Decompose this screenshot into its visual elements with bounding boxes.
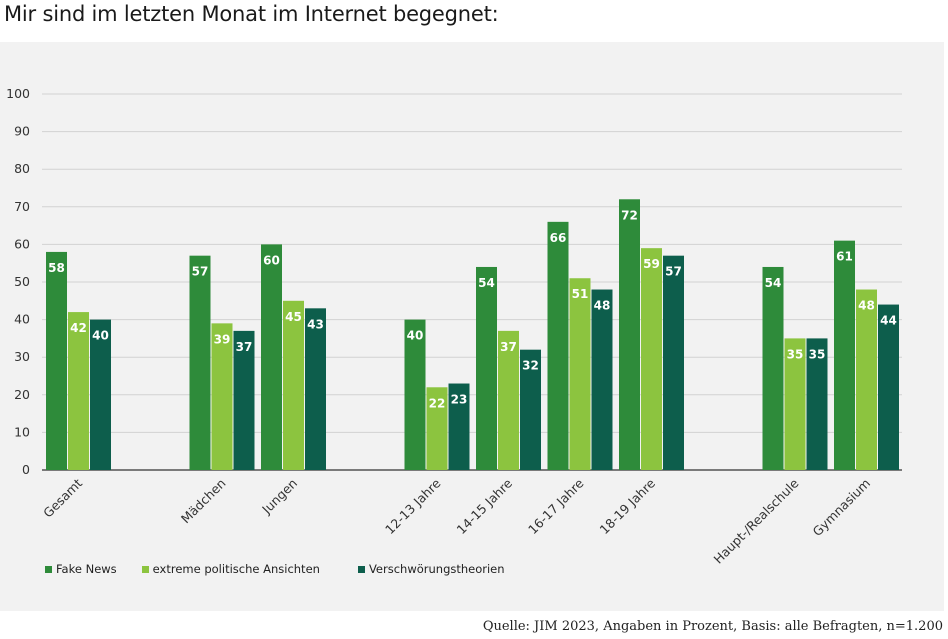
y-tick-label: 30 bbox=[14, 349, 30, 364]
category-label: 12-13 Jahre bbox=[382, 475, 444, 537]
bar bbox=[189, 255, 211, 470]
data-label: 39 bbox=[214, 332, 231, 346]
bar bbox=[878, 304, 899, 470]
legend-item: extreme politische Ansichten bbox=[141, 562, 320, 576]
y-tick-label: 10 bbox=[14, 424, 30, 439]
data-label: 58 bbox=[48, 261, 65, 275]
chart-panel: 0 10 20 30 40 50 60 70 80 90 100 58 42 40 Gesamt 57 39 37… bbox=[0, 42, 944, 611]
legend-label: Fake News bbox=[56, 562, 117, 576]
y-tick-label: 60 bbox=[14, 236, 30, 251]
bar bbox=[448, 383, 470, 470]
legend-swatch bbox=[141, 565, 149, 573]
y-tick-label: 50 bbox=[14, 274, 30, 289]
bar bbox=[641, 248, 662, 470]
data-label: 35 bbox=[787, 347, 804, 361]
bar bbox=[834, 240, 855, 470]
y-tick-label: 80 bbox=[14, 161, 30, 176]
category-label: 14-15 Jahre bbox=[454, 475, 516, 537]
data-label: 51 bbox=[572, 287, 589, 301]
bar bbox=[591, 289, 613, 470]
legend-swatch bbox=[45, 565, 52, 573]
legend-label: Verschwörungstheorien bbox=[368, 562, 505, 576]
y-tick-label: 70 bbox=[14, 199, 30, 214]
bar bbox=[211, 323, 233, 470]
bar bbox=[663, 255, 684, 470]
data-label: 40 bbox=[92, 329, 109, 343]
data-label: 57 bbox=[665, 265, 682, 279]
bar bbox=[547, 221, 569, 470]
data-label: 42 bbox=[70, 321, 87, 335]
chart-heading: Mir sind im letzten Monat im Internet be… bbox=[4, 2, 499, 26]
data-label: 57 bbox=[192, 265, 209, 279]
legend-swatch bbox=[357, 565, 365, 573]
data-label: 37 bbox=[500, 340, 517, 354]
y-tick-label: 90 bbox=[14, 124, 30, 139]
y-tick-label: 100 bbox=[6, 86, 30, 101]
legend: Fake News extreme politische Ansichten Ver… bbox=[45, 562, 505, 576]
data-label: 22 bbox=[429, 396, 446, 410]
category-label: Mädchen bbox=[178, 476, 229, 527]
bar bbox=[520, 349, 541, 470]
data-label: 23 bbox=[451, 393, 468, 407]
category-label: Gymnasium bbox=[810, 476, 874, 540]
data-label: 66 bbox=[550, 231, 567, 245]
data-label: 32 bbox=[522, 359, 539, 373]
data-label: 37 bbox=[236, 340, 253, 354]
y-tick-label: 0 bbox=[22, 462, 30, 477]
bar bbox=[426, 387, 448, 470]
bar bbox=[856, 289, 877, 470]
data-label: 44 bbox=[880, 314, 897, 328]
data-label: 54 bbox=[765, 276, 782, 290]
data-label: 54 bbox=[478, 276, 495, 290]
data-label: 61 bbox=[836, 250, 853, 264]
bar bbox=[404, 319, 426, 470]
legend-label: extreme politische Ansichten bbox=[152, 562, 320, 576]
bar bbox=[305, 308, 326, 470]
bar bbox=[762, 266, 784, 470]
y-tick-label: 40 bbox=[14, 312, 30, 327]
bar bbox=[569, 278, 591, 470]
category-label: Gesamt bbox=[40, 475, 85, 520]
bar-chart: 0 10 20 30 40 50 60 70 80 90 100 58 42 40 Gesamt 57 39 37… bbox=[6, 86, 902, 567]
data-label: 43 bbox=[307, 317, 324, 331]
bar bbox=[68, 312, 89, 470]
data-label: 35 bbox=[809, 347, 826, 361]
bar bbox=[233, 330, 255, 470]
category-label: 18-19 Jahre bbox=[597, 475, 659, 537]
category-label: 16-17 Jahre bbox=[525, 475, 587, 537]
data-label: 59 bbox=[643, 257, 660, 271]
bar bbox=[261, 244, 282, 470]
category-label: Haupt-/Realschule bbox=[710, 475, 801, 566]
bar bbox=[498, 330, 519, 470]
data-label: 40 bbox=[407, 329, 424, 343]
data-label: 60 bbox=[263, 253, 280, 267]
legend-item: Verschwörungstheorien bbox=[357, 562, 505, 576]
source-note: Quelle: JIM 2023, Angaben in Prozent, Ba… bbox=[482, 619, 943, 634]
bar bbox=[283, 300, 304, 470]
data-label: 48 bbox=[858, 299, 875, 313]
bar bbox=[46, 251, 67, 470]
bar bbox=[784, 338, 806, 470]
data-label: 72 bbox=[621, 208, 638, 222]
bar bbox=[476, 266, 497, 470]
data-label: 48 bbox=[594, 299, 611, 313]
data-label: 45 bbox=[285, 310, 302, 324]
bar bbox=[806, 338, 828, 470]
y-tick-label: 20 bbox=[14, 387, 30, 402]
legend-item: Fake News bbox=[45, 562, 117, 576]
category-label: Jungen bbox=[258, 476, 300, 518]
bar bbox=[90, 319, 111, 470]
bar bbox=[619, 199, 640, 470]
